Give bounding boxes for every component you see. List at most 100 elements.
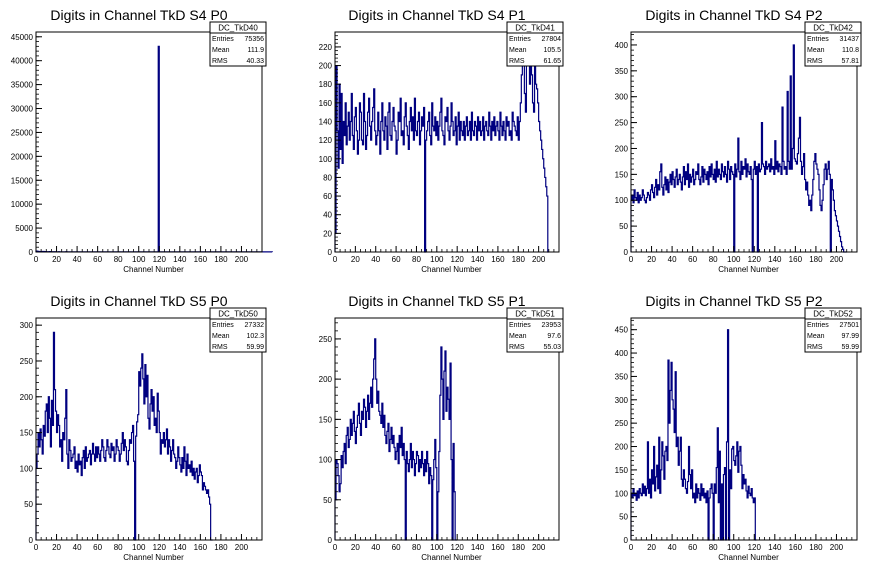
x-tick-label: 80 [412,543,421,552]
y-tick-label: 5000 [15,224,33,233]
y-tick-label: 10000 [11,200,34,209]
x-tick-label: 160 [194,543,208,552]
x-tick-label: 0 [333,255,338,264]
stats-value: 27804 [542,36,562,43]
stats-value: 23953 [542,322,562,329]
y-tick-label: 45000 [11,33,34,42]
y-tick-label: 150 [319,415,333,424]
stats-key: Entries [509,322,531,329]
x-tick-label: 40 [668,255,677,264]
stats-key: RMS [212,58,228,65]
stats-value: 55.03 [543,344,561,351]
y-tick-label: 180 [319,80,333,89]
x-tick-label: 180 [809,543,823,552]
y-tick-label: 200 [615,144,629,153]
y-tick-label: 50 [619,222,628,231]
y-tick-label: 160 [319,99,333,108]
y-tick-label: 35000 [11,81,34,90]
x-tick-label: 80 [114,543,123,552]
stats-value: 97.6 [547,333,561,340]
y-tick-label: 250 [20,357,34,366]
x-tick-label: 20 [351,543,360,552]
histogram-line [35,331,213,541]
x-tick-label: 120 [748,543,762,552]
stats-value: 61.65 [543,58,561,65]
x-tick-label: 120 [153,543,167,552]
y-tick-label: 220 [319,43,333,52]
x-axis-label: Channel Number [718,553,779,562]
x-tick-label: 80 [412,255,421,264]
stats-box-name: DC_TkD40 [218,24,258,33]
x-tick-label: 180 [512,255,526,264]
stats-key: RMS [509,58,525,65]
y-tick-label: 0 [624,536,629,545]
x-tick-label: 0 [34,255,39,264]
x-tick-label: 60 [93,543,102,552]
y-tick-label: 120 [319,136,333,145]
stats-box-frame [506,307,564,353]
y-tick-label: 20000 [11,152,34,161]
panel-title: Digits in Channel TkD S4 P1 [348,7,525,23]
stats-key: Entries [807,322,829,329]
x-tick-label: 0 [34,543,39,552]
stats-key: Mean [212,47,230,54]
y-tick-label: 300 [615,93,629,102]
histogram-line [630,44,847,253]
stats-key: RMS [509,344,525,351]
y-tick-label: 400 [615,349,629,358]
y-tick-label: 25000 [11,128,34,137]
x-tick-label: 20 [647,543,656,552]
x-tick-label: 100 [430,543,444,552]
x-tick-label: 80 [114,255,123,264]
x-tick-label: 60 [93,255,102,264]
stats-value: 102.3 [246,333,264,340]
stats-key: Mean [807,47,825,54]
stats-key: RMS [212,344,228,351]
stats-box-name: DC_TkD52 [813,310,853,319]
x-tick-label: 200 [235,543,249,552]
x-tick-label: 40 [73,255,82,264]
x-tick-label: 160 [194,255,208,264]
x-tick-label: 20 [351,255,360,264]
y-tick-label: 15000 [11,176,34,185]
y-tick-label: 0 [29,248,34,257]
y-tick-label: 200 [615,443,629,452]
panel-title: Digits in Channel TkD S4 P2 [645,7,822,23]
y-tick-label: 140 [319,117,333,126]
x-tick-label: 80 [709,543,718,552]
x-tick-label: 60 [392,255,401,264]
x-axis-label: Channel Number [123,265,184,274]
x-tick-label: 60 [688,543,697,552]
y-tick-label: 0 [328,536,333,545]
histogram-line [630,329,757,541]
stats-key: Entries [807,36,829,43]
x-tick-label: 200 [235,255,249,264]
stats-box-frame [209,21,267,67]
stats-box: DC_TkD51 Entries 23953 Mean 97.6 RMS 55.03 [506,307,564,353]
stats-value: 75356 [245,36,265,43]
y-tick-label: 0 [29,536,34,545]
x-tick-label: 20 [647,255,656,264]
y-tick-label: 200 [319,62,333,71]
x-tick-label: 120 [451,543,465,552]
x-tick-label: 0 [629,255,634,264]
stats-key: Mean [807,333,825,340]
x-tick-label: 200 [532,255,546,264]
y-tick-label: 350 [615,372,629,381]
x-tick-label: 40 [371,255,380,264]
x-tick-label: 200 [830,255,844,264]
stats-value: 111.9 [248,47,265,54]
y-tick-label: 150 [615,466,629,475]
y-tick-label: 100 [615,489,629,498]
stats-value: 105.5 [543,47,561,54]
x-tick-label: 60 [392,543,401,552]
histogram-line [334,36,549,253]
panel-title: Digits in Channel TkD S5 P2 [645,293,822,309]
x-tick-label: 100 [430,255,444,264]
x-tick-label: 140 [768,255,782,264]
y-tick-label: 20 [323,229,332,238]
y-tick-label: 250 [615,119,629,128]
histogram-line [334,338,458,541]
y-tick-label: 0 [624,248,629,257]
x-tick-label: 0 [629,543,634,552]
